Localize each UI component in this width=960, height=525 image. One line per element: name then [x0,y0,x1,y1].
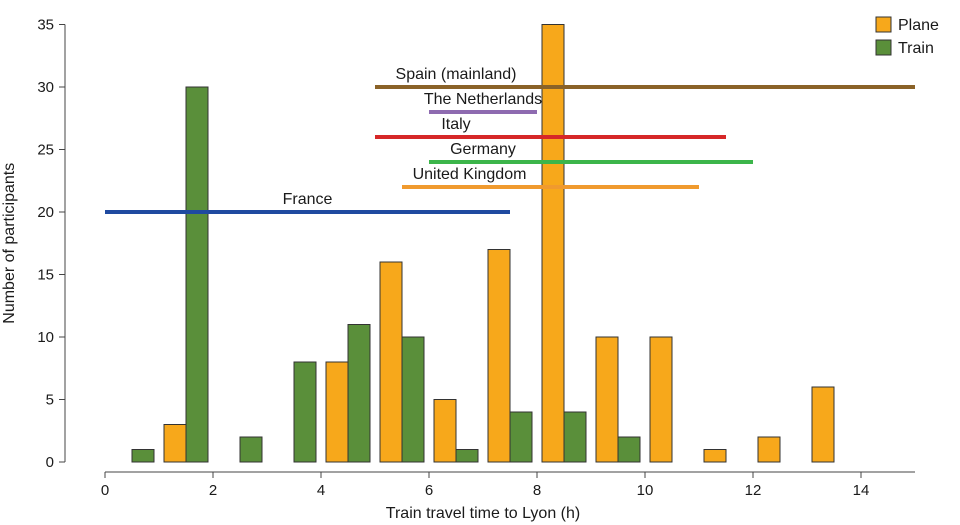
bar-train-5 [401,336,425,463]
x-tick-label-14: 14 [853,482,870,499]
bar-plane-9 [595,336,619,463]
y-tick-label-5: 5 [46,392,54,409]
x-tick-label-2: 2 [209,482,217,499]
legend-label-train: Train [898,40,934,57]
bar-train-2 [239,436,263,463]
range-label-the-netherlands: The Netherlands [424,91,542,108]
y-tick-label-20: 20 [37,204,54,221]
bar-plane-10 [649,336,673,463]
bar-plane-8 [541,24,565,463]
bar-train-1 [185,86,209,463]
country-ranges-layer: Spain (mainland) The Netherlands Italy Germ… [105,66,915,214]
bar-train-8 [563,411,587,463]
bar-train-4 [347,324,371,463]
bars-layer [131,24,835,463]
y-tick-label-15: 15 [37,267,54,284]
x-tick-label-0: 0 [101,482,109,499]
bar-plane-7 [487,249,511,463]
legend-swatch-plane [875,16,892,33]
x-tick-label-10: 10 [637,482,654,499]
y-axis-title: Number of participants [1,163,18,324]
y-tick-label-10: 10 [37,329,54,346]
bar-train-9 [617,436,641,463]
bar-plane-4 [325,361,349,463]
x-axis-title: Train travel time to Lyon (h) [386,505,580,522]
x-tick-label-4: 4 [317,482,325,499]
range-label-spain-mainland: Spain (mainland) [396,66,517,83]
bar-train-3 [293,361,317,463]
x-tick-label-6: 6 [425,482,433,499]
bar-plane-11 [703,449,727,463]
bar-plane-13 [811,386,835,463]
bar-train-0 [131,449,155,463]
bar-plane-12 [757,436,781,463]
legend-swatch-train [875,39,892,56]
x-tick-label-8: 8 [533,482,541,499]
y-tick-label-35: 35 [37,17,54,34]
range-label-united-kingdom: United Kingdom [413,166,527,183]
bar-plane-1 [163,424,187,463]
y-tick-label-30: 30 [37,79,54,96]
bar-train-6 [455,449,479,463]
legend-label-plane: Plane [898,17,939,34]
x-tick-label-12: 12 [745,482,762,499]
legend: Plane Train [875,16,939,57]
range-label-france: France [283,191,333,208]
bar-train-7 [509,411,533,463]
range-label-germany: Germany [450,141,516,158]
y-tick-label-25: 25 [37,142,54,159]
bar-plane-5 [379,261,403,463]
y-tick-label-0: 0 [46,454,54,471]
axes-layer: 0 2 4 6 8 10 12 14 0 5 10 15 20 25 30 35 [37,17,915,499]
bar-plane-6 [433,399,457,463]
range-label-italy: Italy [441,116,470,133]
